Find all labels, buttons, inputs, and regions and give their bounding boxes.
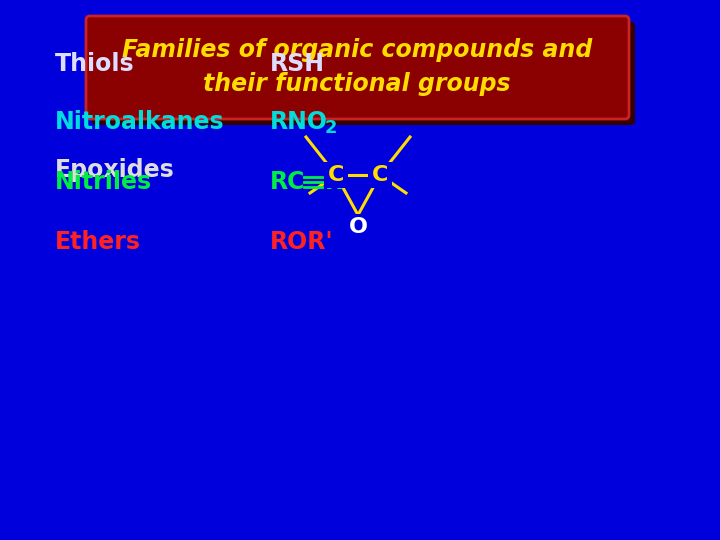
Text: Thiols: Thiols [55, 52, 135, 76]
FancyBboxPatch shape [92, 22, 635, 125]
Text: Nitroalkanes: Nitroalkanes [55, 110, 225, 134]
Text: RSH: RSH [270, 52, 325, 76]
Text: Epoxides: Epoxides [55, 158, 175, 182]
Text: Nitriles: Nitriles [55, 170, 152, 194]
Text: N: N [325, 170, 345, 194]
Text: O: O [348, 217, 367, 237]
Text: ROR': ROR' [270, 230, 333, 254]
Text: C: C [372, 165, 388, 185]
Text: C: C [328, 165, 344, 185]
Text: Ethers: Ethers [55, 230, 141, 254]
Text: 2: 2 [325, 119, 338, 137]
Text: RC: RC [270, 170, 305, 194]
Text: RNO: RNO [270, 110, 328, 134]
Text: their functional groups: their functional groups [203, 72, 510, 96]
Text: Families of organic compounds and: Families of organic compounds and [122, 38, 592, 62]
FancyBboxPatch shape [86, 16, 629, 119]
